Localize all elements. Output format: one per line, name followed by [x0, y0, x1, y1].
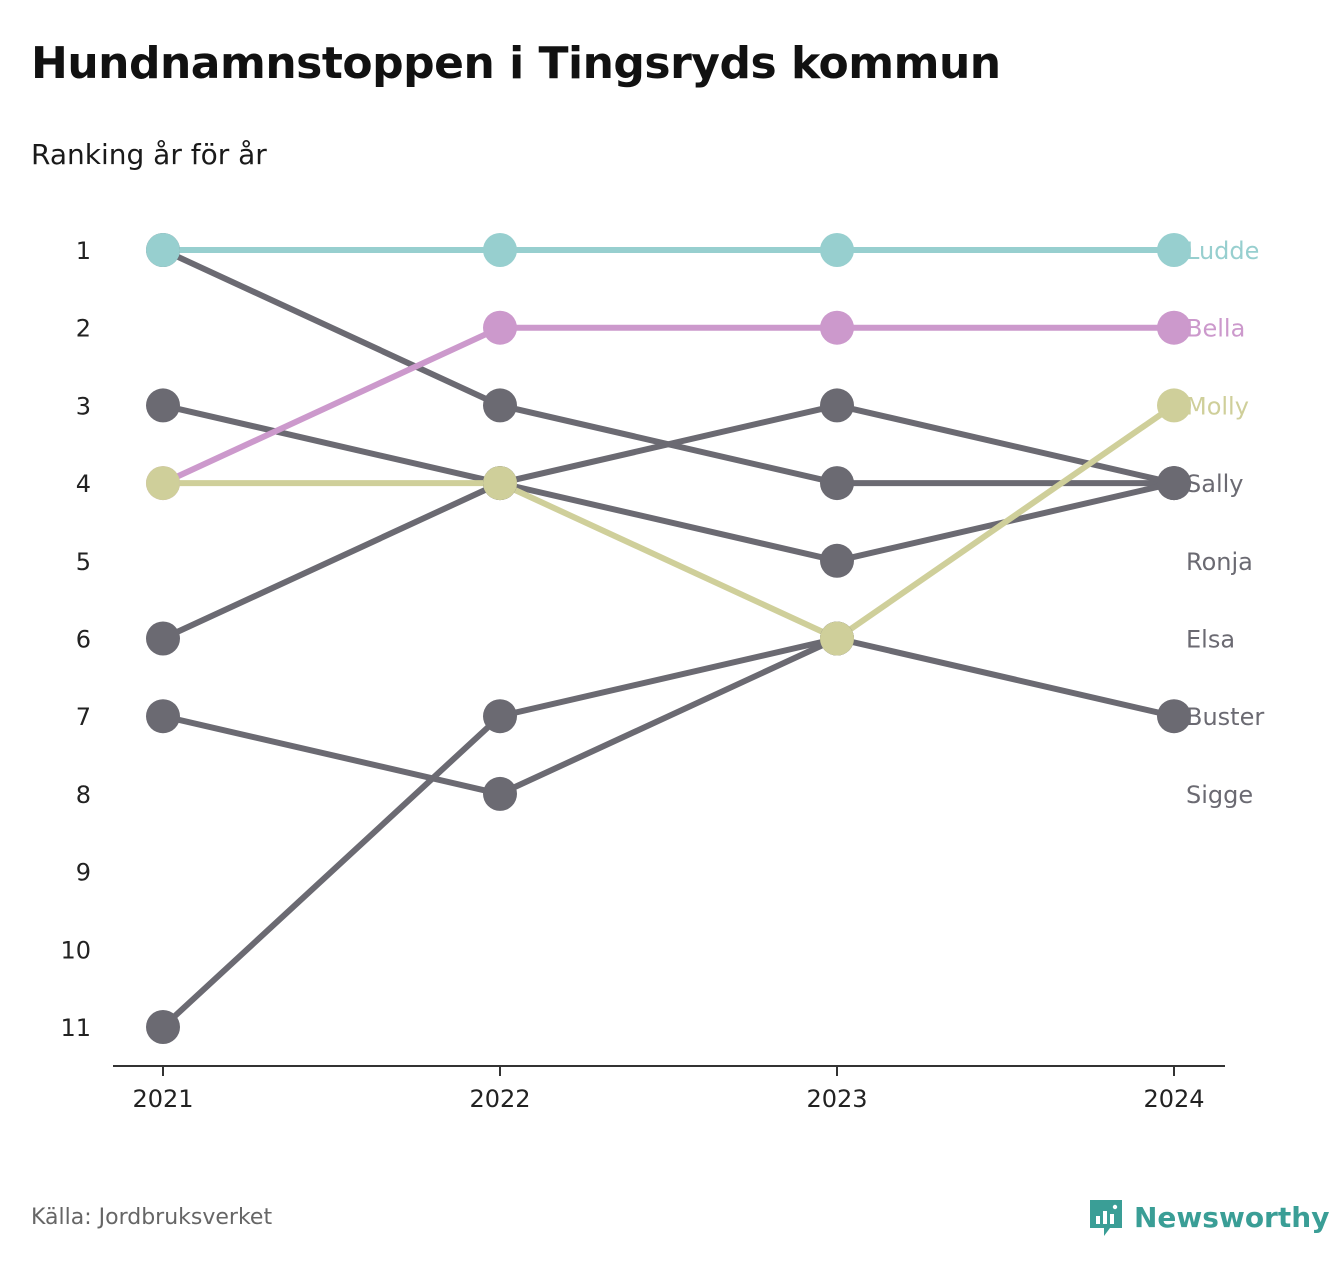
series-label-sally: Sally	[1186, 470, 1243, 498]
point-sally-2022	[483, 388, 517, 423]
point-bella-2023	[820, 310, 854, 345]
y-tick-label-7: 7	[76, 703, 91, 731]
series-line-molly	[160, 402, 1177, 642]
chart-subtitle: Ranking år för år	[31, 138, 267, 171]
point-elsa-2024	[1157, 466, 1191, 501]
y-tick-label-11: 11	[60, 1014, 91, 1042]
y-tick-label-9: 9	[76, 859, 91, 887]
point-molly-2024	[1157, 388, 1191, 423]
chart-title: Hundnamnstoppen i Tingsryds kommun	[31, 38, 1001, 89]
point-buster-2022	[483, 699, 517, 734]
y-tick-label-6: 6	[76, 626, 91, 654]
point-ludde-2024	[1157, 233, 1191, 267]
brand-logo: Newsworthy	[1088, 1196, 1329, 1238]
point-elsa-2023	[820, 388, 854, 423]
y-tick-label-1: 1	[76, 237, 91, 265]
series-label-sigge: Sigge	[1186, 781, 1253, 809]
point-ronja-2021	[146, 388, 180, 423]
series-line-bella	[160, 324, 1177, 487]
x-tick-label-2023: 2023	[806, 1085, 867, 1113]
point-bella-2024	[1157, 310, 1191, 345]
series-label-ludde: Ludde	[1186, 237, 1259, 265]
y-tick-label-2: 2	[76, 315, 91, 343]
y-tick-label-10: 10	[60, 936, 91, 964]
point-sigge-2021	[146, 699, 180, 734]
point-molly-2023	[820, 621, 854, 656]
y-tick-label-3: 3	[76, 392, 91, 420]
point-ronja-2023	[820, 543, 854, 578]
y-tick-label-8: 8	[76, 781, 91, 809]
point-ludde-2021	[146, 233, 180, 267]
source-note: Källa: Jordbruksverket	[31, 1205, 273, 1230]
series-label-ronja: Ronja	[1186, 548, 1253, 576]
point-elsa-2021	[146, 621, 180, 656]
point-molly-2021	[146, 466, 180, 501]
x-axis: 2021 2022 2023 2024	[113, 1065, 1225, 1113]
point-bella-2022	[483, 310, 517, 345]
newsworthy-logo-icon	[1090, 1200, 1122, 1236]
point-sigge-2022	[483, 776, 517, 811]
point-molly-2022	[483, 466, 517, 501]
series-lines	[160, 247, 1177, 1030]
series-line-elsa	[160, 402, 1177, 642]
point-ludde-2022	[483, 233, 517, 267]
series-label-molly: Molly	[1186, 392, 1249, 420]
x-tick-label-2022: 2022	[469, 1085, 530, 1113]
y-axis: 1 2 3 4 5 6 7 8 9 10 11	[60, 237, 91, 1042]
point-buster-2021	[146, 1010, 180, 1044]
brand-name: Newsworthy	[1134, 1200, 1330, 1234]
y-tick-label-4: 4	[76, 470, 91, 498]
x-tick-label-2021: 2021	[132, 1085, 193, 1113]
series-label-elsa: Elsa	[1186, 626, 1235, 654]
bump-chart: 1 2 3 4 5 6 7 8 9 10 11 2021 2022 2023 2024 Ludde Bell…	[60, 233, 1264, 1113]
series-end-labels: Ludde Bella Molly Sally Ronja Elsa Buster Sigge	[1186, 237, 1264, 809]
point-buster-2024	[1157, 699, 1191, 734]
point-sally-2023	[820, 466, 854, 501]
series-points	[146, 233, 1191, 1044]
y-tick-label-5: 5	[76, 548, 91, 576]
x-tick-label-2024: 2024	[1143, 1085, 1204, 1113]
series-line-buster	[160, 635, 1177, 1030]
point-ludde-2023	[820, 233, 854, 267]
series-label-bella: Bella	[1186, 315, 1245, 343]
series-label-buster: Buster	[1186, 703, 1264, 731]
